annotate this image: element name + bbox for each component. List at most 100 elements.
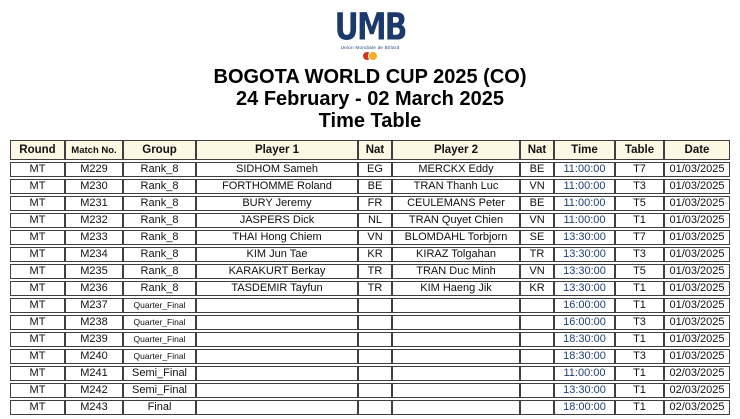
player2-cell: KIRAZ Tolgahan [392, 247, 520, 262]
group-cell: Semi_Final [123, 366, 196, 381]
header-player1: Player 1 [196, 140, 358, 160]
player2-cell [392, 383, 520, 398]
player1-cell [196, 298, 358, 313]
table-row: MT M236 Rank_8 TASDEMIR Tayfun TR KIM Haeng J… [10, 281, 730, 296]
table-row: MT M240 Quarter_Final 18:30:00 T3 01/03/2025 [10, 349, 730, 364]
player2-cell [392, 400, 520, 415]
player2-cell: MERCKX Eddy [392, 162, 520, 177]
time-cell: 13:30:00 [554, 264, 615, 279]
timetable: Round Match No. Group Player 1 Nat Playe… [10, 138, 730, 417]
table-cell: T3 [615, 315, 664, 330]
time-cell: 13:30:00 [554, 247, 615, 262]
nat2-cell: TR [520, 247, 554, 262]
nat1-cell [358, 332, 392, 347]
nat2-cell: VN [520, 213, 554, 228]
event-title: BOGOTA WORLD CUP 2025 (CO) [213, 66, 527, 88]
table-row: MT M238 Quarter_Final 16:00:00 T3 01/03/2025 [10, 315, 730, 330]
round-cell: MT [10, 247, 65, 262]
player1-cell [196, 383, 358, 398]
nat1-cell: TR [358, 264, 392, 279]
group-cell: Rank_8 [123, 179, 196, 194]
nat2-cell [520, 383, 554, 398]
table-cell: T1 [615, 366, 664, 381]
nat2-cell: VN [520, 264, 554, 279]
date-cell: 01/03/2025 [664, 281, 730, 296]
table-row: MT M230 Rank_8 FORTHOMME Roland BE TRAN Thanh… [10, 179, 730, 194]
player1-cell: BURY Jeremy [196, 196, 358, 211]
table-cell: T7 [615, 230, 664, 245]
time-cell: 11:00:00 [554, 366, 615, 381]
nat1-cell: VN [358, 230, 392, 245]
round-cell: MT [10, 162, 65, 177]
date-cell: 01/03/2025 [664, 213, 730, 228]
table-cell: T1 [615, 332, 664, 347]
table-cell: T1 [615, 383, 664, 398]
timetable-wrap: Round Match No. Group Player 1 Nat Playe… [10, 138, 730, 417]
group-cell: Rank_8 [123, 213, 196, 228]
table-row: MT M241 Semi_Final 11:00:00 T1 02/03/2025 [10, 366, 730, 381]
header-time: Time [554, 140, 615, 160]
match-no-cell: M237 [65, 298, 123, 313]
header-nat1: Nat [358, 140, 392, 160]
nat1-cell: NL [358, 213, 392, 228]
player1-cell: FORTHOMME Roland [196, 179, 358, 194]
round-cell: MT [10, 179, 65, 194]
table-cell: T5 [615, 264, 664, 279]
table-row: MT M232 Rank_8 JASPERS Dick NL TRAN Quyet Chi… [10, 213, 730, 228]
group-cell: Rank_8 [123, 230, 196, 245]
nat1-cell [358, 366, 392, 381]
date-cell: 01/03/2025 [664, 230, 730, 245]
time-cell: 11:00:00 [554, 179, 615, 194]
date-cell: 02/03/2025 [664, 400, 730, 415]
player2-cell: TRAN Duc Minh [392, 264, 520, 279]
umb-logo-caption: Union Mondiale de Billard [340, 45, 400, 50]
umb-logo-text: UMB [334, 5, 407, 50]
date-cell: 01/03/2025 [664, 179, 730, 194]
player2-cell [392, 366, 520, 381]
date-cell: 01/03/2025 [664, 332, 730, 347]
player1-cell [196, 400, 358, 415]
event-dates: 24 February - 02 March 2025 [236, 88, 504, 110]
nat1-cell [358, 383, 392, 398]
round-cell: MT [10, 230, 65, 245]
match-no-cell: M240 [65, 349, 123, 364]
table-row: MT M231 Rank_8 BURY Jeremy FR CEULEMANS Peter… [10, 196, 730, 211]
time-cell: 18:30:00 [554, 332, 615, 347]
time-cell: 13:30:00 [554, 230, 615, 245]
table-cell: T3 [615, 349, 664, 364]
round-cell: MT [10, 196, 65, 211]
player2-cell: BLOMDAHL Torbjorn [392, 230, 520, 245]
nat2-cell [520, 298, 554, 313]
nat1-cell: BE [358, 179, 392, 194]
nat2-cell [520, 315, 554, 330]
date-cell: 01/03/2025 [664, 162, 730, 177]
round-cell: MT [10, 332, 65, 347]
page-title: Time Table [318, 110, 422, 132]
date-cell: 01/03/2025 [664, 315, 730, 330]
match-no-cell: M229 [65, 162, 123, 177]
table-cell: T1 [615, 281, 664, 296]
time-cell: 18:30:00 [554, 349, 615, 364]
table-row: MT M237 Quarter_Final 16:00:00 T1 01/03/2025 [10, 298, 730, 313]
player2-cell: TRAN Quyet Chien [392, 213, 520, 228]
player2-cell: KIM Haeng Jik [392, 281, 520, 296]
round-cell: MT [10, 281, 65, 296]
player2-cell: CEULEMANS Peter [392, 196, 520, 211]
match-no-cell: M242 [65, 383, 123, 398]
table-cell: T1 [615, 298, 664, 313]
date-cell: 01/03/2025 [664, 196, 730, 211]
table-row: MT M234 Rank_8 KIM Jun Tae KR KIRAZ Tolgahan T… [10, 247, 730, 262]
time-cell: 13:30:00 [554, 383, 615, 398]
header-player2: Player 2 [392, 140, 520, 160]
red-dot-icon [363, 52, 371, 60]
match-no-cell: M238 [65, 315, 123, 330]
table-row: MT M243 Final 18:00:00 T1 02/03/2025 [10, 400, 730, 415]
player1-cell [196, 349, 358, 364]
player1-cell [196, 315, 358, 330]
header-group: Group [123, 140, 196, 160]
nat1-cell [358, 298, 392, 313]
header-match-no: Match No. [65, 140, 123, 160]
round-cell: MT [10, 383, 65, 398]
nat1-cell [358, 315, 392, 330]
